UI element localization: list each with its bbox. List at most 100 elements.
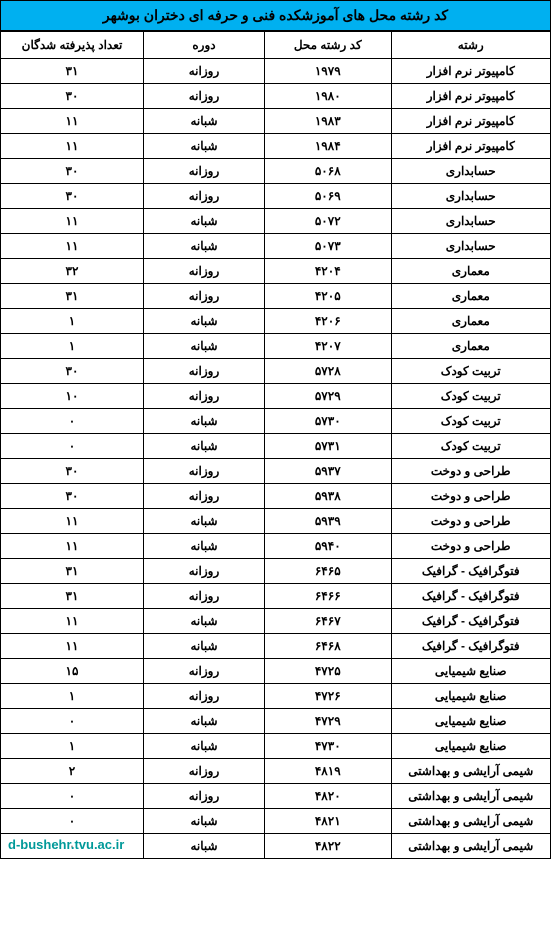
- cell-8-0: معماری: [391, 259, 551, 284]
- cell-13-1: ۵۷۲۹: [265, 384, 392, 409]
- cell-25-3: ۱: [1, 684, 144, 709]
- cell-25-2: روزانه: [144, 684, 265, 709]
- cell-11-0: معماری: [391, 334, 551, 359]
- cell-18-2: شبانه: [144, 509, 265, 534]
- cell-23-3: ۱۱: [1, 634, 144, 659]
- table-row: کامپیوتر نرم افزار۱۹۸۰روزانه۳۰: [1, 84, 551, 109]
- cell-31-1: ۴۸۲۲: [265, 834, 392, 859]
- data-table: رشتهکد رشته محلدورهتعداد پذیرفته شدگان ک…: [0, 31, 551, 859]
- table-row: کامپیوتر نرم افزار۱۹۷۹روزانه۳۱: [1, 59, 551, 84]
- cell-29-2: روزانه: [144, 784, 265, 809]
- cell-19-3: ۱۱: [1, 534, 144, 559]
- table-row: تربیت کودک۵۷۲۹روزانه۱۰: [1, 384, 551, 409]
- table-row: تربیت کودک۵۷۳۰شبانه۰: [1, 409, 551, 434]
- table-row: کامپیوتر نرم افزار۱۹۸۴شبانه۱۱: [1, 134, 551, 159]
- cell-28-2: روزانه: [144, 759, 265, 784]
- cell-25-1: ۴۷۲۶: [265, 684, 392, 709]
- cell-1-2: روزانه: [144, 84, 265, 109]
- cell-5-2: روزانه: [144, 184, 265, 209]
- column-header-0: رشته: [391, 32, 551, 59]
- cell-12-2: روزانه: [144, 359, 265, 384]
- cell-22-3: ۱۱: [1, 609, 144, 634]
- cell-1-3: ۳۰: [1, 84, 144, 109]
- cell-15-0: تربیت کودک: [391, 434, 551, 459]
- cell-3-1: ۱۹۸۴: [265, 134, 392, 159]
- cell-12-3: ۳۰: [1, 359, 144, 384]
- watermark: d-bushehr.tvu.ac.ir: [6, 836, 126, 853]
- table-row: طراحی و دوخت۵۹۳۷روزانه۳۰: [1, 459, 551, 484]
- table-row: حسابداری۵۰۶۹روزانه۳۰: [1, 184, 551, 209]
- table-container: کد رشته محل های آموزشکده فنی و حرفه ای د…: [0, 0, 551, 859]
- title-bar: کد رشته محل های آموزشکده فنی و حرفه ای د…: [0, 0, 551, 31]
- cell-3-0: کامپیوتر نرم افزار: [391, 134, 551, 159]
- table-row: معماری۴۲۰۴روزانه۳۲: [1, 259, 551, 284]
- cell-23-2: شبانه: [144, 634, 265, 659]
- cell-5-3: ۳۰: [1, 184, 144, 209]
- cell-4-3: ۳۰: [1, 159, 144, 184]
- cell-21-1: ۶۴۶۶: [265, 584, 392, 609]
- cell-9-3: ۳۱: [1, 284, 144, 309]
- cell-10-0: معماری: [391, 309, 551, 334]
- cell-15-1: ۵۷۳۱: [265, 434, 392, 459]
- table-row: صنایع شیمیایی۴۷۳۰شبانه۱: [1, 734, 551, 759]
- cell-20-2: روزانه: [144, 559, 265, 584]
- cell-22-1: ۶۴۶۷: [265, 609, 392, 634]
- cell-23-0: فتوگرافیک - گرافیک: [391, 634, 551, 659]
- table-body: کامپیوتر نرم افزار۱۹۷۹روزانه۳۱کامپیوتر ن…: [1, 59, 551, 859]
- cell-18-1: ۵۹۳۹: [265, 509, 392, 534]
- cell-7-1: ۵۰۷۳: [265, 234, 392, 259]
- cell-19-0: طراحی و دوخت: [391, 534, 551, 559]
- cell-18-3: ۱۱: [1, 509, 144, 534]
- table-row: معماری۴۲۰۶شبانه۱: [1, 309, 551, 334]
- cell-7-2: شبانه: [144, 234, 265, 259]
- cell-12-1: ۵۷۲۸: [265, 359, 392, 384]
- cell-15-2: شبانه: [144, 434, 265, 459]
- cell-0-1: ۱۹۷۹: [265, 59, 392, 84]
- cell-22-2: شبانه: [144, 609, 265, 634]
- column-header-3: تعداد پذیرفته شدگان: [1, 32, 144, 59]
- cell-27-0: صنایع شیمیایی: [391, 734, 551, 759]
- cell-31-2: شبانه: [144, 834, 265, 859]
- cell-2-0: کامپیوتر نرم افزار: [391, 109, 551, 134]
- cell-30-3: ۰: [1, 809, 144, 834]
- cell-20-3: ۳۱: [1, 559, 144, 584]
- cell-26-3: ۰: [1, 709, 144, 734]
- cell-30-2: شبانه: [144, 809, 265, 834]
- cell-16-2: روزانه: [144, 459, 265, 484]
- cell-14-3: ۰: [1, 409, 144, 434]
- cell-12-0: تربیت کودک: [391, 359, 551, 384]
- cell-7-3: ۱۱: [1, 234, 144, 259]
- table-row: معماری۴۲۰۷شبانه۱: [1, 334, 551, 359]
- cell-27-1: ۴۷۳۰: [265, 734, 392, 759]
- cell-27-3: ۱: [1, 734, 144, 759]
- table-row: فتوگرافیک - گرافیک۶۴۶۵روزانه۳۱: [1, 559, 551, 584]
- cell-28-0: شیمی آرایشی و بهداشتی: [391, 759, 551, 784]
- cell-27-2: شبانه: [144, 734, 265, 759]
- cell-14-1: ۵۷۳۰: [265, 409, 392, 434]
- cell-17-2: روزانه: [144, 484, 265, 509]
- table-row: فتوگرافیک - گرافیک۶۴۶۶روزانه۳۱: [1, 584, 551, 609]
- cell-24-3: ۱۵: [1, 659, 144, 684]
- cell-6-2: شبانه: [144, 209, 265, 234]
- cell-6-1: ۵۰۷۲: [265, 209, 392, 234]
- table-row: فتوگرافیک - گرافیک۶۴۶۷شبانه۱۱: [1, 609, 551, 634]
- table-row: طراحی و دوخت۵۹۴۰شبانه۱۱: [1, 534, 551, 559]
- cell-25-0: صنایع شیمیایی: [391, 684, 551, 709]
- cell-26-2: شبانه: [144, 709, 265, 734]
- cell-29-3: ۰: [1, 784, 144, 809]
- cell-0-0: کامپیوتر نرم افزار: [391, 59, 551, 84]
- cell-28-1: ۴۸۱۹: [265, 759, 392, 784]
- table-row: تربیت کودک۵۷۲۸روزانه۳۰: [1, 359, 551, 384]
- cell-4-1: ۵۰۶۸: [265, 159, 392, 184]
- cell-21-3: ۳۱: [1, 584, 144, 609]
- cell-0-3: ۳۱: [1, 59, 144, 84]
- cell-15-3: ۰: [1, 434, 144, 459]
- cell-19-1: ۵۹۴۰: [265, 534, 392, 559]
- cell-17-3: ۳۰: [1, 484, 144, 509]
- cell-26-1: ۴۷۲۹: [265, 709, 392, 734]
- cell-29-1: ۴۸۲۰: [265, 784, 392, 809]
- cell-8-3: ۳۲: [1, 259, 144, 284]
- cell-30-1: ۴۸۲۱: [265, 809, 392, 834]
- cell-14-2: شبانه: [144, 409, 265, 434]
- cell-7-0: حسابداری: [391, 234, 551, 259]
